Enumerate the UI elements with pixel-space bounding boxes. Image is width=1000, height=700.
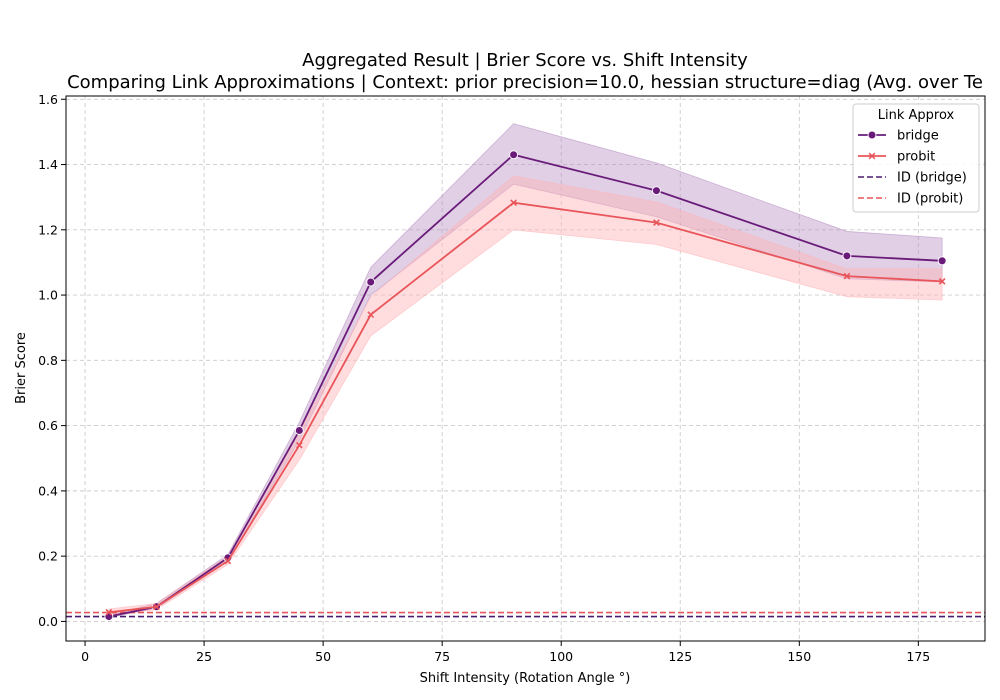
probit-point [105,608,113,616]
legend-entry: probit [858,150,935,165]
y-tick-label: 0.0 [38,614,58,629]
y-tick-label: 1.4 [38,157,58,172]
bridge-point [842,251,852,261]
bridge-point [104,612,114,621]
bridge-point [937,256,947,266]
chart-subtitle: Comparing Link Approximations | Context:… [67,72,983,93]
grid-lines [66,96,985,641]
x-axis-label: Shift Intensity (Rotation Angle °) [420,671,631,686]
y-tick-label: 1.0 [38,288,58,303]
x-tick-label: 150 [787,649,811,664]
legend-entry: bridge [858,129,939,144]
series-probit [105,199,946,616]
probit-point [224,557,232,565]
x-axis-ticks: 0 25 50 75 100 125 150 175 [81,641,930,664]
legend-title: Link Approx [878,108,955,123]
x-tick-label: 50 [315,649,331,664]
probit-point [367,311,375,319]
legend-box [852,103,980,213]
y-tick-label: 0.6 [38,418,58,433]
legend-entries: bridge probit ID (bridge) ID (probit) [858,129,967,207]
x-tick-label: 100 [549,649,573,664]
probit-point [153,603,160,611]
probit-point [295,441,303,449]
x-tick-label: 25 [196,649,212,664]
legend-entry: ID (probit) [858,192,963,207]
legend-entry: ID (bridge) [858,171,967,186]
reference-lines [66,611,985,618]
legend-label: ID (probit) [897,192,963,207]
y-axis-label: Brier Score [14,332,29,404]
plot-frame [65,95,986,642]
probit-point [843,272,851,280]
legend-bridge-marker [867,130,877,140]
y-tick-label: 0.2 [38,549,58,564]
legend-label: probit [897,150,935,165]
confidence-bands [108,123,943,618]
legend-probit-marker [868,152,876,160]
x-tick-label: 175 [906,649,930,664]
x-tick-label: 125 [668,649,692,664]
y-tick-label: 1.2 [38,222,58,237]
chart-title: Aggregated Result | Brier Score vs. Shif… [302,50,748,71]
series-lines [104,150,947,621]
probit-point [653,219,660,226]
probit-point [510,199,517,207]
x-tick-label: 75 [434,649,450,664]
legend-label: bridge [897,129,939,144]
y-tick-label: 0.4 [38,483,58,498]
bridge-point [509,150,519,160]
bridge-point [366,277,376,287]
bridge-point [294,426,304,435]
y-tick-label: 0.8 [38,353,58,368]
y-axis-ticks: 0.0 0.2 0.4 0.6 0.8 1.0 1.2 1.4 1.6 [38,92,66,629]
legend: Link Approx bridge probit ID (bridge) ID (p… [852,103,980,213]
bridge-point [651,186,661,196]
probit-point [938,277,946,285]
x-tick-label: 0 [81,649,89,664]
y-tick-label: 1.6 [38,92,58,107]
legend-label: ID (bridge) [897,171,967,186]
